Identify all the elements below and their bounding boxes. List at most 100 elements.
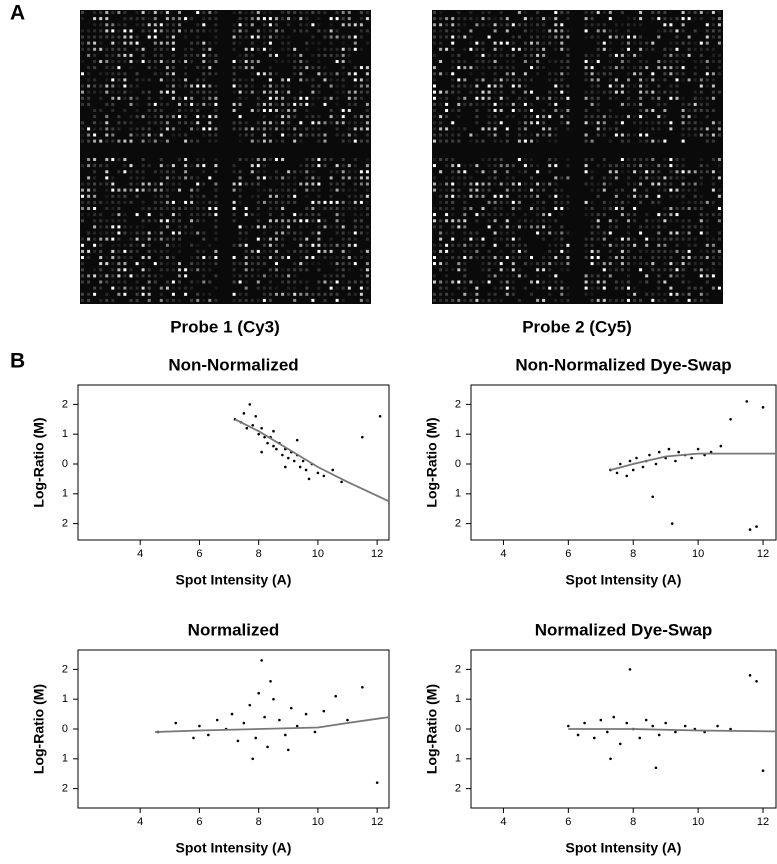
spot <box>136 134 139 137</box>
spot <box>81 183 84 186</box>
spot <box>287 219 290 222</box>
spot <box>676 29 679 32</box>
spot <box>342 91 345 94</box>
spot <box>305 164 308 167</box>
spot <box>105 256 108 259</box>
spot <box>603 29 606 32</box>
spot <box>81 29 84 32</box>
spot <box>196 140 199 143</box>
spot <box>439 256 442 259</box>
spot <box>269 48 272 51</box>
spot <box>239 170 242 173</box>
spot <box>293 232 296 235</box>
spot <box>154 232 157 235</box>
spot <box>269 72 272 75</box>
spot <box>178 268 181 271</box>
spot <box>433 176 436 179</box>
spot <box>518 268 521 271</box>
spot <box>676 17 679 20</box>
spot <box>530 29 533 32</box>
spot <box>87 91 90 94</box>
spot <box>281 256 284 259</box>
spot <box>585 97 588 100</box>
spot <box>512 23 515 26</box>
spot <box>348 103 351 106</box>
spot <box>615 115 618 118</box>
spot <box>184 225 187 228</box>
spot <box>621 281 624 284</box>
spot <box>105 54 108 57</box>
spot <box>142 164 145 167</box>
spot <box>117 281 120 284</box>
spot <box>166 91 169 94</box>
spot <box>530 78 533 81</box>
spot <box>81 97 84 100</box>
spot <box>202 232 205 235</box>
spot <box>105 91 108 94</box>
spot <box>566 195 569 198</box>
x-tick-label: 12 <box>757 816 769 828</box>
spot <box>494 97 497 100</box>
spot <box>317 281 320 284</box>
spot <box>142 170 145 173</box>
spot <box>348 244 351 247</box>
spot <box>324 225 327 228</box>
spot <box>317 232 320 235</box>
spot <box>360 232 363 235</box>
spot <box>645 189 648 192</box>
spot <box>524 127 527 130</box>
spot <box>202 66 205 69</box>
spot <box>718 287 721 290</box>
spot <box>682 262 685 265</box>
spot <box>239 23 242 26</box>
spot <box>317 176 320 179</box>
spot <box>657 78 660 81</box>
spot <box>706 213 709 216</box>
spot <box>117 293 120 296</box>
spot <box>597 127 600 130</box>
spot <box>524 213 527 216</box>
spot <box>269 293 272 296</box>
spot <box>342 281 345 284</box>
spot <box>275 262 278 265</box>
spot <box>597 281 600 284</box>
spot <box>287 281 290 284</box>
y-tick-label: 2 <box>62 518 68 530</box>
spot <box>597 23 600 26</box>
spot <box>81 293 84 296</box>
spot <box>190 281 193 284</box>
spot <box>615 97 618 100</box>
spot <box>305 238 308 241</box>
spot <box>621 213 624 216</box>
spot <box>336 72 339 75</box>
spot <box>208 127 211 130</box>
spot <box>500 201 503 204</box>
spot <box>615 201 618 204</box>
spot <box>566 207 569 210</box>
spot <box>287 293 290 296</box>
spot <box>560 293 563 296</box>
spot <box>560 268 563 271</box>
spot <box>93 189 96 192</box>
spot <box>214 85 217 88</box>
spot <box>475 23 478 26</box>
spot <box>233 293 236 296</box>
spot <box>475 213 478 216</box>
spot <box>500 109 503 112</box>
spot <box>136 293 139 296</box>
spot <box>190 127 193 130</box>
spot <box>463 244 466 247</box>
spot <box>269 91 272 94</box>
spot <box>712 274 715 277</box>
spot <box>676 54 679 57</box>
spot <box>269 195 272 198</box>
spot <box>299 238 302 241</box>
spot <box>81 207 84 210</box>
spot <box>639 17 642 20</box>
spot <box>330 121 333 124</box>
spot <box>269 85 272 88</box>
spot <box>615 281 618 284</box>
spot <box>706 274 709 277</box>
spot <box>682 103 685 106</box>
